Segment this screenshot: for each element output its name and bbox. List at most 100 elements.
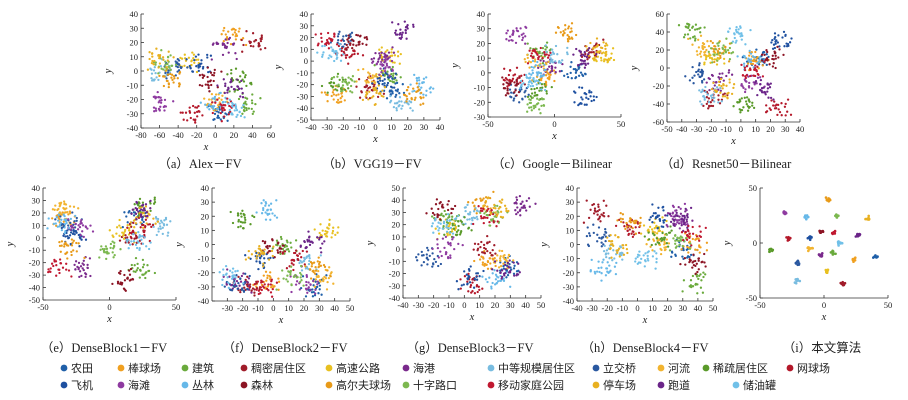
- scatter-point: [220, 33, 223, 36]
- scatter-point: [654, 243, 657, 246]
- scatter-point: [238, 80, 241, 84]
- y-tick-label: 0: [134, 66, 138, 76]
- scatter-point: [507, 254, 511, 257]
- legend-swatch: [657, 381, 665, 389]
- scatter-point: [460, 284, 463, 287]
- scatter-point: [700, 279, 703, 282]
- y-axis-title: y: [539, 242, 550, 248]
- scatter-point: [675, 211, 678, 215]
- scatter-point: [318, 231, 321, 235]
- scatter-point: [154, 107, 157, 110]
- scatter-point: [592, 95, 595, 98]
- scatter-point: [198, 62, 202, 66]
- scatter-point: [676, 221, 679, 224]
- x-tick-label: -30: [413, 300, 424, 310]
- scatter-point: [153, 198, 156, 201]
- scatter-point: [484, 199, 488, 203]
- scatter-point: [499, 264, 503, 268]
- scatter-point: [656, 227, 659, 230]
- scatter-point: [699, 246, 702, 249]
- scatter-point: [355, 33, 358, 37]
- scatter-point: [563, 74, 566, 77]
- scatter-point: [307, 281, 310, 284]
- x-tick-label: -30: [321, 122, 332, 132]
- scatter-point: [721, 87, 724, 90]
- scatter-point: [70, 238, 74, 241]
- scatter-point: [655, 237, 659, 240]
- scatter-point: [451, 232, 455, 235]
- scatter-point: [612, 58, 616, 62]
- scatter-point: [143, 226, 147, 229]
- scatter-point: [425, 76, 428, 79]
- scatter-point: [257, 267, 260, 271]
- scatter-point: [144, 276, 147, 280]
- scatter-point: [139, 226, 142, 229]
- legend-label: 停车场: [603, 378, 636, 392]
- scatter-point: [723, 62, 726, 65]
- scatter-point: [575, 47, 578, 51]
- scatter-point: [763, 90, 766, 94]
- scatter-point: [746, 105, 750, 108]
- scatter-point: [420, 254, 424, 257]
- scatter-point: [428, 254, 431, 258]
- scatter-point: [601, 261, 604, 264]
- scatter-point: [527, 60, 531, 63]
- y-tick-label: 10: [130, 52, 139, 62]
- scatter-point: [316, 280, 319, 283]
- scatter-point: [585, 96, 588, 99]
- scatter-point: [548, 75, 551, 78]
- scatter-point: [377, 82, 381, 85]
- scatter-point: [756, 65, 759, 68]
- scatter-point: [78, 275, 81, 279]
- scatter-point: [523, 91, 526, 94]
- scatter-point: [367, 75, 371, 78]
- scatter-point: [325, 235, 328, 238]
- scatter-point: [455, 230, 459, 234]
- scatter-point: [478, 288, 481, 292]
- scatter-point: [380, 60, 383, 64]
- scatter-point: [408, 92, 411, 95]
- scatter-point: [394, 29, 398, 32]
- scatter-point: [703, 26, 706, 29]
- scatter-point: [634, 232, 638, 235]
- scatter-point: [699, 31, 702, 34]
- scatter-point: [321, 55, 324, 58]
- scatter-point: [744, 100, 748, 103]
- y-tick-label: -40: [127, 123, 138, 133]
- points-c: [501, 22, 616, 115]
- scatter-point: [390, 54, 394, 57]
- scatter-point: [192, 118, 195, 121]
- y-tick-label: 30: [392, 207, 401, 217]
- scatter-point: [134, 222, 138, 225]
- scatter-point: [380, 71, 383, 74]
- scatter-point: [499, 259, 502, 262]
- scatter-point: [674, 242, 677, 245]
- x-tick-label: -30: [691, 124, 702, 134]
- scatter-point: [393, 61, 396, 64]
- scatter-point: [472, 248, 475, 251]
- scatter-point: [231, 33, 235, 36]
- scatter-point: [183, 64, 186, 67]
- scatter-point: [67, 226, 71, 230]
- scatter-point: [533, 60, 537, 63]
- scatter-point: [211, 101, 214, 104]
- scatter-point: [588, 234, 592, 237]
- scatter-point: [241, 112, 244, 115]
- scatter-point: [659, 237, 662, 241]
- scatter-point: [361, 54, 365, 57]
- scatter-point: [717, 101, 720, 104]
- scatter-point: [259, 37, 262, 40]
- scatter-point: [436, 213, 439, 216]
- scatter-point: [524, 73, 528, 77]
- scatter-point: [532, 104, 535, 108]
- scatter-point: [216, 116, 219, 119]
- scatter-point: [670, 229, 673, 232]
- y-tick-label: 0: [304, 56, 308, 66]
- scatter-point: [243, 109, 246, 113]
- legend-label: 高尔夫球场: [336, 378, 391, 392]
- scatter-point: [528, 72, 531, 75]
- x-axis-title: x: [730, 136, 736, 147]
- scatter-point: [587, 56, 591, 59]
- scatter-point: [549, 73, 552, 76]
- scatter-point: [491, 212, 495, 216]
